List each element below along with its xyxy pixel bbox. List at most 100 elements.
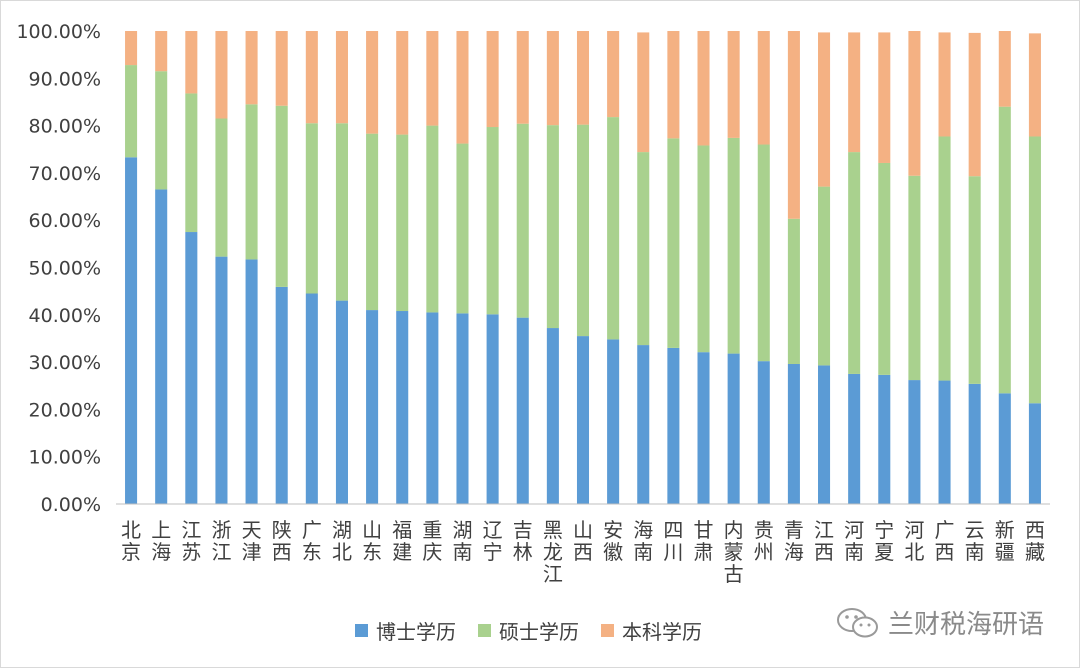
bar-segment-master xyxy=(908,175,921,381)
bar-segment-doctor xyxy=(335,300,348,504)
legend: 博士学历 硕士学历 本科学历 xyxy=(355,616,702,645)
x-tick-label: 东 xyxy=(362,540,382,564)
y-tick-label: 20.00% xyxy=(29,399,101,421)
legend-swatch-master xyxy=(478,624,491,637)
bar-segment-master xyxy=(396,134,409,312)
bar-segment-master xyxy=(757,144,770,362)
bar-segment-bachelor xyxy=(757,31,770,145)
bar-segment-doctor xyxy=(667,347,680,504)
x-tick-label: 川 xyxy=(663,540,683,564)
bar-segment-bachelor xyxy=(396,31,409,135)
bar-segment-master xyxy=(215,118,228,257)
bar-segment-bachelor xyxy=(848,32,861,153)
bar-segment-master xyxy=(1028,136,1041,404)
bar-segment-master xyxy=(245,104,258,260)
x-tick-label: 庆 xyxy=(422,540,442,564)
x-tick-label: 南 xyxy=(452,540,472,564)
bar-segment-master xyxy=(667,138,680,348)
bar-segment-doctor xyxy=(245,259,258,504)
bar-segment-doctor xyxy=(305,293,318,504)
x-tick-label: 福 xyxy=(392,518,412,542)
bar-segment-bachelor xyxy=(908,31,921,176)
bar-segment-master xyxy=(576,124,590,337)
bar-segment-doctor xyxy=(727,353,740,504)
y-tick-label: 80.00% xyxy=(29,116,101,138)
bar-segment-doctor xyxy=(546,328,559,504)
bar-segment-doctor xyxy=(275,286,288,504)
bar-segment-bachelor xyxy=(607,31,620,118)
x-tick-label: 江 xyxy=(211,540,231,564)
x-tick-label: 河 xyxy=(844,518,864,542)
bar-segment-master xyxy=(878,162,891,375)
x-tick-label: 西 xyxy=(272,540,292,564)
x-tick-label: 津 xyxy=(242,540,262,564)
y-tick-label: 0.00% xyxy=(41,494,101,516)
x-tick-label: 北 xyxy=(332,540,352,564)
legend-swatch-bachelor xyxy=(601,624,614,637)
x-tick-label: 陕 xyxy=(272,518,292,542)
bar-segment-bachelor xyxy=(125,31,138,66)
bar-segment-bachelor xyxy=(968,32,981,177)
bar-segment-master xyxy=(848,152,861,374)
x-tick-label: 蒙 xyxy=(724,540,744,564)
y-tick-label: 60.00% xyxy=(29,210,101,232)
x-tick-label: 西 xyxy=(935,540,955,564)
legend-label-bachelor: 本科学历 xyxy=(622,620,702,644)
bar-segment-doctor xyxy=(878,374,891,504)
x-tick-label: 江 xyxy=(543,562,563,586)
x-tick-label: 苏 xyxy=(181,540,201,564)
legend-swatch-doctor xyxy=(355,624,368,637)
x-tick-label: 北 xyxy=(121,518,141,542)
bar-segment-bachelor xyxy=(335,31,348,124)
bar-segment-master xyxy=(697,145,710,353)
x-tick-label: 湖 xyxy=(332,518,352,542)
x-tick-label: 四 xyxy=(663,518,683,542)
bar-segment-bachelor xyxy=(215,31,228,119)
bar-segment-bachelor xyxy=(546,31,559,126)
bar-segment-bachelor xyxy=(155,31,168,72)
x-tick-label: 辽 xyxy=(483,518,503,542)
x-tick-label: 北 xyxy=(904,540,924,564)
bar-segment-master xyxy=(305,123,318,294)
bar-segment-bachelor xyxy=(1028,33,1041,137)
x-tick-label: 肃 xyxy=(694,540,714,564)
x-tick-label: 江 xyxy=(181,518,201,542)
y-tick-label: 100.00% xyxy=(16,21,101,43)
bar-segment-master xyxy=(546,125,559,329)
bar-segment-bachelor xyxy=(787,31,800,219)
bar-segment-master xyxy=(787,218,800,364)
bar-segment-master xyxy=(998,106,1011,394)
x-tick-label: 重 xyxy=(422,518,442,542)
x-tick-label: 京 xyxy=(121,540,141,564)
x-tick-label: 湖 xyxy=(452,518,472,542)
bar-segment-bachelor xyxy=(878,32,891,163)
x-tick-label: 海 xyxy=(633,518,653,542)
bar-segment-doctor xyxy=(818,365,831,504)
bar-segment-master xyxy=(607,117,620,340)
y-tick-label: 70.00% xyxy=(29,163,101,185)
bar-segment-doctor xyxy=(938,380,951,504)
bar-segment-doctor xyxy=(637,345,650,504)
bar-segment-doctor xyxy=(366,310,379,504)
x-tick-label: 青 xyxy=(784,518,804,542)
bar-segment-master xyxy=(155,71,168,190)
bar-segment-doctor xyxy=(1028,403,1041,504)
x-tick-label: 天 xyxy=(242,518,262,542)
bar-segment-master xyxy=(516,123,529,318)
x-tick-label: 江 xyxy=(814,518,834,542)
bar-segment-bachelor xyxy=(275,31,288,106)
bar-segment-master xyxy=(968,176,981,384)
bar-segment-doctor xyxy=(516,317,529,504)
bar-segment-master xyxy=(938,136,951,381)
bar-segment-master xyxy=(818,186,831,366)
x-tick-label: 夏 xyxy=(874,540,894,564)
bar-segment-bachelor xyxy=(667,31,680,139)
bar-segment-doctor xyxy=(848,373,861,504)
bar-segment-master xyxy=(335,123,348,301)
x-tick-label: 海 xyxy=(151,540,171,564)
bar-segment-bachelor xyxy=(938,32,951,137)
bar-segment-doctor xyxy=(998,393,1011,504)
legend-item-master: 硕士学历 xyxy=(478,616,579,645)
watermark-text: 兰财税海研语 xyxy=(888,610,1045,640)
